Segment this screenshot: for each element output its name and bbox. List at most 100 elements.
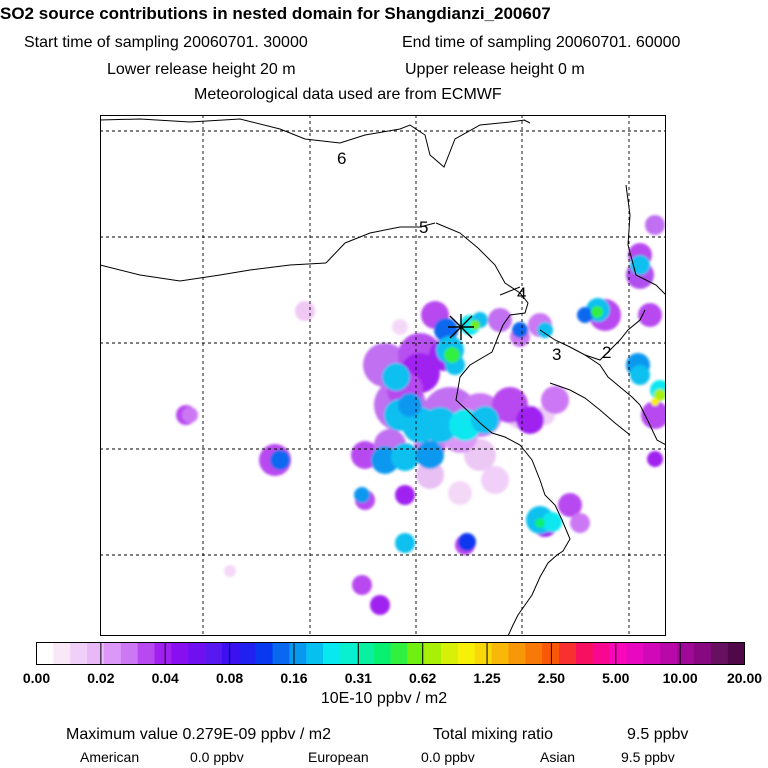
lower-release-label: Lower release height 20 m: [107, 61, 296, 78]
chart-title: SO2 source contributions in nested domai…: [0, 4, 551, 23]
colorbar-tick-label: 1.25: [473, 670, 501, 686]
colorbar-cell: [70, 642, 88, 665]
map-labels: 6 5 4 3 2: [337, 149, 611, 364]
colorbar-cell: [221, 642, 240, 665]
colorbar-cell: [693, 642, 712, 665]
max-value-label: Maximum value 0.279E-09 ppbv / m2: [66, 726, 332, 743]
colorbar-cell: [289, 642, 307, 665]
coastline: [100, 118, 666, 636]
colorbar-cell: [508, 642, 526, 665]
concentration-cell: [558, 493, 582, 517]
concentration-cell: [654, 389, 666, 401]
concentration-cell: [398, 393, 422, 417]
concentration-cell: [416, 441, 444, 469]
colorbar-cell: [205, 642, 223, 665]
map-label-5: 5: [419, 218, 428, 237]
upper-release-label: Upper release height 0 m: [405, 61, 585, 78]
concentration-cell: [444, 347, 460, 363]
concentration-cell: [651, 398, 659, 406]
colorbar-cell: [356, 642, 374, 665]
colorbar-cell: [188, 642, 206, 665]
colorbar-cell: [660, 642, 678, 665]
colorbar-tick-label: 0.31: [344, 670, 372, 686]
start-time-label: Start time of sampling 20060701. 30000: [24, 34, 308, 51]
colorbar-cell: [643, 642, 661, 665]
colorbar-tick-label: 5.00: [602, 670, 630, 686]
concentration-cell: [512, 322, 528, 338]
concentration-cell: [182, 407, 198, 423]
colorbar-cell: [727, 642, 745, 665]
colorbar-tick-label: 0.00: [22, 670, 51, 686]
colorbar-units: 10E-10 ppbv / m2: [320, 690, 448, 707]
concentration-cell: [448, 481, 472, 505]
colorbar-cell: [306, 642, 324, 665]
concentration-cell: [370, 595, 390, 615]
map-label-2: 2: [602, 343, 611, 362]
concentration-cell: [542, 512, 562, 532]
colorbar-cell: [559, 642, 577, 665]
colorbar-tick-label: 2.50: [537, 670, 566, 686]
colorbar-cell: [407, 642, 425, 665]
concentration-cell: [382, 363, 410, 391]
concentration-cell: [395, 485, 415, 505]
concentration-cell: [391, 443, 419, 471]
concentration-cell: [392, 319, 408, 335]
colorbar-cell: [137, 642, 155, 665]
concentration-cell: [647, 451, 663, 467]
lat-lon-grid: [100, 115, 666, 636]
end-time-label: End time of sampling 20060701. 60000: [402, 34, 681, 51]
asian-label: Asian: [540, 749, 576, 765]
concentration-cell: [470, 320, 480, 330]
colorbar-cell: [171, 642, 189, 665]
colorbar-tick-label: 0.16: [280, 670, 308, 686]
concentration-cell: [630, 365, 650, 385]
concentration-cell: [516, 406, 544, 434]
concentration-cell: [352, 575, 372, 595]
colorbar-cell: [710, 642, 728, 665]
american-value: 0.0 ppbv: [190, 749, 244, 765]
concentration-cell: [458, 533, 476, 551]
colorbar-tick-label: 20.00: [726, 670, 763, 686]
colorbar-cell: [575, 642, 594, 665]
asian-value: 9.5 ppbv: [621, 749, 675, 765]
colorbar: [36, 642, 745, 665]
concentration-cell: [535, 518, 545, 528]
colorbar-cell: [491, 642, 509, 665]
colorbar-tick-label: 0.02: [87, 670, 115, 686]
colorbar-cell: [542, 642, 560, 665]
concentration-cell: [570, 513, 590, 533]
colorbar-cell: [525, 642, 543, 665]
colorbar-cell: [424, 642, 442, 665]
colorbar-tick-label: 0.04: [151, 670, 179, 686]
colorbar-cell: [255, 642, 273, 665]
concentration-cell: [481, 466, 509, 494]
colorbar-tick-label: 10.00: [662, 670, 698, 686]
european-label: European: [308, 749, 369, 765]
colorbar-cell: [457, 642, 476, 665]
colorbar-cell: [323, 642, 341, 665]
concentration-cell: [422, 407, 458, 443]
concentration-cell: [270, 450, 290, 470]
american-label: American: [80, 749, 140, 765]
concentration-cell: [641, 401, 666, 429]
colorbar-cell: [474, 642, 492, 665]
colorbar-cell: [272, 642, 290, 665]
colorbar-cell: [592, 642, 610, 665]
concentration-cell: [295, 301, 315, 321]
colorbar-cell: [373, 642, 391, 665]
receptor-marker: [448, 314, 474, 340]
map-label-6: 6: [337, 149, 346, 168]
colorbar-cell: [609, 642, 627, 665]
colorbar-cell: [390, 642, 408, 665]
colorbar-cell: [154, 642, 172, 665]
colorbar-cell: [677, 642, 695, 665]
concentration-cell: [591, 306, 603, 318]
map-frame: [100, 115, 666, 636]
concentration-cell: [416, 461, 444, 489]
total-mixing-label: Total mixing ratio: [433, 726, 554, 743]
concentration-cell: [537, 322, 553, 338]
colorbar-cell: [120, 642, 138, 665]
map-plot: 6 5 4 3 2: [100, 115, 666, 636]
concentration-cell: [488, 308, 512, 332]
european-value: 0.0 ppbv: [421, 749, 475, 765]
